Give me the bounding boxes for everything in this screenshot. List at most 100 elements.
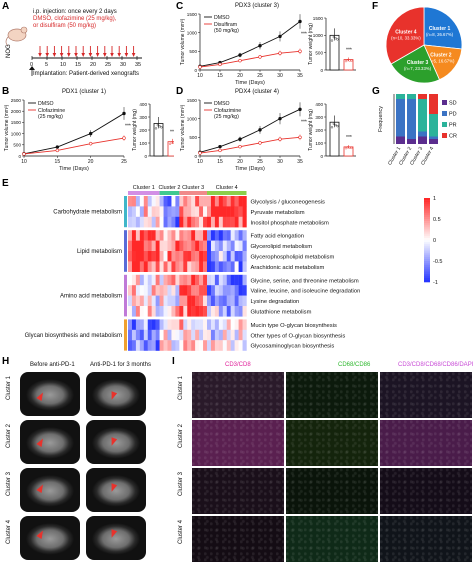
heatmap-cell <box>159 216 164 228</box>
heatmap-cell <box>210 340 216 351</box>
heatmap-cell <box>147 206 152 217</box>
bar-dot <box>344 147 348 150</box>
dosing-arrowhead <box>124 53 129 57</box>
heatmap-cell <box>222 206 227 217</box>
heatmap-cell <box>191 206 196 217</box>
heatmap-cell <box>131 261 137 272</box>
heatmap-cell <box>207 329 212 341</box>
panel-a-schematic: NOG 0 5 10 15 20 25 30 35 <box>5 26 142 76</box>
bar-y-tick-label: 200 <box>315 128 323 133</box>
bar-y-tick-label: 100 <box>315 141 323 146</box>
y-tick-label: 1500 <box>187 98 198 103</box>
legend-item: Clofazimine <box>214 108 241 114</box>
data-point <box>258 44 262 48</box>
bar-dot <box>350 146 353 150</box>
x-tick-label: 35 <box>297 73 303 79</box>
heatmap-cell <box>187 251 192 262</box>
pathway-label: Glycosaminoglycan biosynthesis <box>251 344 335 350</box>
heatmap-cell <box>191 196 196 207</box>
series-line-0 <box>199 21 301 67</box>
species-label: NOG <box>6 44 12 58</box>
heatmap-cell <box>226 216 231 228</box>
heatmap-cell <box>163 196 168 207</box>
timeline-tick-label: 5 <box>45 62 48 68</box>
heatmap-cell <box>242 295 247 307</box>
colorbar-step <box>424 269 430 272</box>
heatmap-cell <box>131 329 137 341</box>
colorbar-tick-label: -1 <box>433 280 438 286</box>
heatmap-cell <box>242 230 247 241</box>
heatmap-cell <box>131 240 137 252</box>
heatmap-cell <box>135 216 141 228</box>
x-tick-label: 15 <box>217 73 223 79</box>
legend-item: DMSO <box>38 101 54 107</box>
heatmap-cell <box>218 306 223 317</box>
heatmap-cell <box>187 340 192 351</box>
heatmap-cell <box>226 295 231 307</box>
colorbar-step <box>424 212 430 216</box>
heatmap-cell <box>135 230 141 241</box>
heatmap-cell <box>128 329 133 341</box>
heatmap-cell <box>238 319 243 330</box>
heatmap-cell <box>175 340 180 351</box>
data-point <box>198 65 202 69</box>
heatmap-cell <box>147 261 152 272</box>
heatmap-cell <box>151 340 156 351</box>
heatmap-cell <box>155 306 160 317</box>
heatmap-cell <box>135 306 141 317</box>
colorbar-step <box>424 233 430 237</box>
heatmap-cell <box>218 206 223 217</box>
heatmap-cell <box>135 274 141 286</box>
ct-row-label: Cluster 4 <box>6 519 12 544</box>
heatmap-cell <box>163 295 168 307</box>
heatmap-cell <box>147 295 152 307</box>
pie-slice-detail: (n=7, 23.33%) <box>404 66 432 71</box>
heatmap-cell <box>143 295 148 307</box>
implantation-label: Implantation: Patient-derived xenografts <box>33 71 140 77</box>
heatmap-cell <box>147 306 152 317</box>
heatmap-cell <box>147 274 152 286</box>
heatmap-cell <box>147 240 152 252</box>
heatmap-cell <box>191 285 196 296</box>
heatmap-cell <box>159 306 164 317</box>
heatmap-cell <box>179 329 184 341</box>
heatmap-cell <box>147 216 152 228</box>
panel-h-col1: Before anti-PD-1 <box>30 362 75 368</box>
heatmap-cell <box>226 251 231 262</box>
pie-slice-label: Cluster 1 <box>429 26 451 32</box>
heatmap-cell <box>210 261 216 272</box>
data-point <box>198 151 202 155</box>
x-tick-label: 15 <box>217 159 223 165</box>
heatmap-cell <box>195 240 200 252</box>
heatmap-cell <box>147 329 152 341</box>
data-point <box>238 53 242 57</box>
heatmap-cell <box>183 319 188 330</box>
heatmap-cell <box>218 216 223 228</box>
colorbar-tick-label: 1 <box>433 196 436 202</box>
lesion-arrow-icon <box>36 529 46 539</box>
x-tick-label: 30 <box>277 73 283 79</box>
heatmap-cell <box>222 251 227 262</box>
heatmap-cell <box>222 196 227 207</box>
group-label: Carbohydrate metabolism <box>53 210 122 216</box>
heatmap-cell <box>210 274 216 286</box>
y-axis-title: Frequency <box>378 106 384 132</box>
colorbar-step <box>424 244 430 247</box>
x-tick-label: 10 <box>197 159 203 165</box>
pie-slice-detail: (n=10, 33.33%) <box>391 36 421 41</box>
heatmap-cell <box>238 306 243 317</box>
heatmap-cell <box>143 329 148 341</box>
heatmap-cell <box>139 319 144 330</box>
heatmap-cell <box>214 240 220 252</box>
legend-item: DMSO <box>214 15 230 21</box>
heatmap-cell <box>238 295 243 307</box>
bar <box>329 34 340 71</box>
colorbar-step <box>424 250 430 253</box>
pathway-label: Valine, leucine, and isoleucine degradat… <box>251 289 361 295</box>
heatmap-cell <box>203 261 208 272</box>
colorbar-step <box>424 225 430 228</box>
panel-i-col1: CD3/CD8 <box>225 362 251 368</box>
heatmap-cell <box>151 216 156 228</box>
x-axis-title: Time (Days) <box>235 166 265 172</box>
timeline-tick-label: 25 <box>105 62 111 68</box>
